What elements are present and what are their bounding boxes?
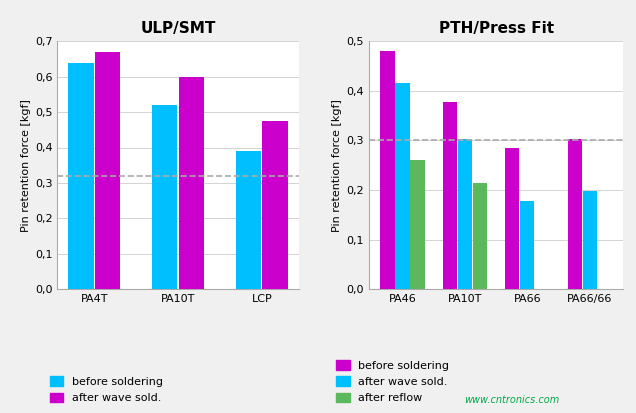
Y-axis label: Pin retention force [kgf]: Pin retention force [kgf] — [332, 99, 342, 232]
Bar — [458, 140, 472, 289]
Y-axis label: Pin retention force [kgf]: Pin retention force [kgf] — [20, 99, 31, 232]
Title: PTH/Press Fit: PTH/Press Fit — [438, 21, 554, 36]
Bar — [443, 102, 457, 289]
Bar — [505, 148, 520, 289]
Title: ULP/SMT: ULP/SMT — [141, 21, 216, 36]
Bar — [396, 83, 410, 289]
Legend: before soldering, after wave sold.: before soldering, after wave sold. — [50, 376, 163, 404]
Legend: before soldering, after wave sold., after reflow: before soldering, after wave sold., afte… — [336, 360, 450, 404]
Bar — [152, 105, 177, 289]
Bar — [520, 202, 534, 289]
Bar — [380, 51, 395, 289]
Bar — [583, 191, 597, 289]
Bar — [68, 62, 93, 289]
Text: www.cntronics.com: www.cntronics.com — [464, 395, 560, 405]
Bar — [410, 160, 425, 289]
Bar — [567, 140, 582, 289]
Bar — [95, 52, 120, 289]
Bar — [236, 151, 261, 289]
Bar — [263, 121, 288, 289]
Bar — [179, 77, 204, 289]
Bar — [473, 183, 487, 289]
